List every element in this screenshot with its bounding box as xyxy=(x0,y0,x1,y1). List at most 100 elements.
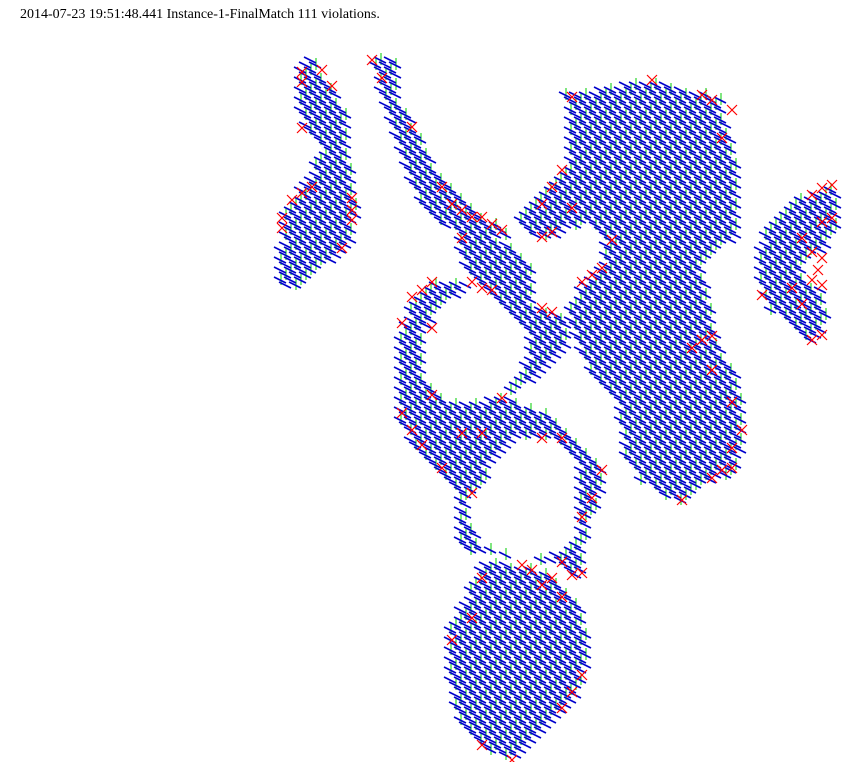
violation-marker xyxy=(812,264,824,276)
violation-marker xyxy=(716,464,728,476)
violation-marker xyxy=(346,214,358,226)
violation-marker xyxy=(736,424,748,436)
header-timestamp: 2014-07-23 19:51:48.441 xyxy=(20,7,164,22)
violation-marker xyxy=(706,330,718,342)
violation-marker xyxy=(706,472,718,484)
violation-marker xyxy=(806,189,818,201)
violation-marker xyxy=(816,329,828,341)
violation-marker xyxy=(576,511,588,523)
violation-marker xyxy=(696,334,708,346)
violation-marker xyxy=(436,181,448,193)
violation-marker xyxy=(406,121,418,133)
violation-marker xyxy=(576,567,588,579)
violation-marker xyxy=(646,74,658,86)
violation-marker xyxy=(536,432,548,444)
violation-marker xyxy=(546,572,558,584)
violation-marker xyxy=(806,246,818,258)
violation-marker xyxy=(526,564,538,576)
grid-regions xyxy=(273,53,842,760)
violation-marker xyxy=(406,291,418,303)
header-violation-count: 111 xyxy=(297,7,318,22)
violation-marker xyxy=(426,389,438,401)
violation-marker xyxy=(466,276,478,288)
primary-segments xyxy=(273,56,842,759)
violation-marker xyxy=(296,122,308,134)
violation-marker xyxy=(676,494,688,506)
violation-marker xyxy=(546,181,558,193)
violation-marker xyxy=(376,72,388,84)
violation-marker xyxy=(286,194,298,206)
violation-marker xyxy=(566,569,578,581)
violation-marker xyxy=(416,284,428,296)
violation-marker xyxy=(816,252,828,264)
violation-marker xyxy=(536,198,548,210)
violation-marker xyxy=(456,232,468,244)
violation-marker xyxy=(426,322,438,334)
violation-marker xyxy=(346,204,358,216)
violation-marker xyxy=(726,396,738,408)
status-header: 2014-07-23 19:51:48.441 Instance-1-Final… xyxy=(20,7,380,23)
violation-marker xyxy=(496,392,508,404)
violation-marker xyxy=(486,284,498,296)
violation-marker xyxy=(446,634,458,646)
violation-marker xyxy=(566,91,578,103)
violation-marker xyxy=(546,226,558,238)
violation-marker xyxy=(436,462,448,474)
violation-marker xyxy=(476,739,488,751)
violation-marker xyxy=(826,179,838,191)
violation-marker xyxy=(406,424,418,436)
violation-marker xyxy=(556,556,568,568)
violation-marker xyxy=(706,364,718,376)
violation-marker xyxy=(606,234,618,246)
violation-marker xyxy=(586,492,598,504)
violation-marker xyxy=(566,686,578,698)
violation-marker xyxy=(476,211,488,223)
violation-marker xyxy=(536,579,548,591)
violation-marker xyxy=(596,464,608,476)
violation-marker xyxy=(686,342,698,354)
violation-marker xyxy=(546,306,558,318)
violation-marker xyxy=(556,702,568,714)
violation-marker xyxy=(296,187,308,199)
violation-marker xyxy=(506,754,518,762)
violation-marker xyxy=(466,211,478,223)
violation-marker xyxy=(786,282,798,294)
violation-marker xyxy=(536,302,548,314)
header-suffix: violations. xyxy=(321,7,380,22)
violation-marker xyxy=(326,80,338,92)
violation-marker xyxy=(816,279,828,291)
violation-marker xyxy=(276,212,288,224)
violation-marker xyxy=(816,216,828,228)
violation-marker xyxy=(796,298,808,310)
violation-marker xyxy=(806,334,818,346)
violation-marker xyxy=(796,232,808,244)
violation-marker xyxy=(486,218,498,230)
violation-marker xyxy=(336,242,348,254)
violation-marker xyxy=(276,222,288,234)
violation-marker xyxy=(476,572,488,584)
violation-marker xyxy=(726,442,738,454)
violation-marker xyxy=(396,407,408,419)
violation-marker xyxy=(756,289,768,301)
violation-marker xyxy=(556,432,568,444)
violation-marker xyxy=(306,181,318,193)
violation-marker xyxy=(586,269,598,281)
violation-marker xyxy=(826,212,838,224)
violation-marker xyxy=(456,204,468,216)
violation-marker xyxy=(296,76,308,88)
violation-marker xyxy=(726,104,738,116)
violation-marker xyxy=(476,427,488,439)
violation-marker xyxy=(806,274,818,286)
violation-marker xyxy=(446,198,458,210)
secondary-segments xyxy=(280,53,837,760)
violation-marker xyxy=(416,439,428,451)
violation-marker xyxy=(696,89,708,101)
violation-marker xyxy=(576,276,588,288)
violation-marker xyxy=(536,231,548,243)
violation-marker xyxy=(576,669,588,681)
violation-marker xyxy=(556,591,568,603)
violation-marker xyxy=(496,224,508,236)
violation-marker xyxy=(466,612,478,624)
header-instance: Instance-1-FinalMatch xyxy=(166,7,295,22)
